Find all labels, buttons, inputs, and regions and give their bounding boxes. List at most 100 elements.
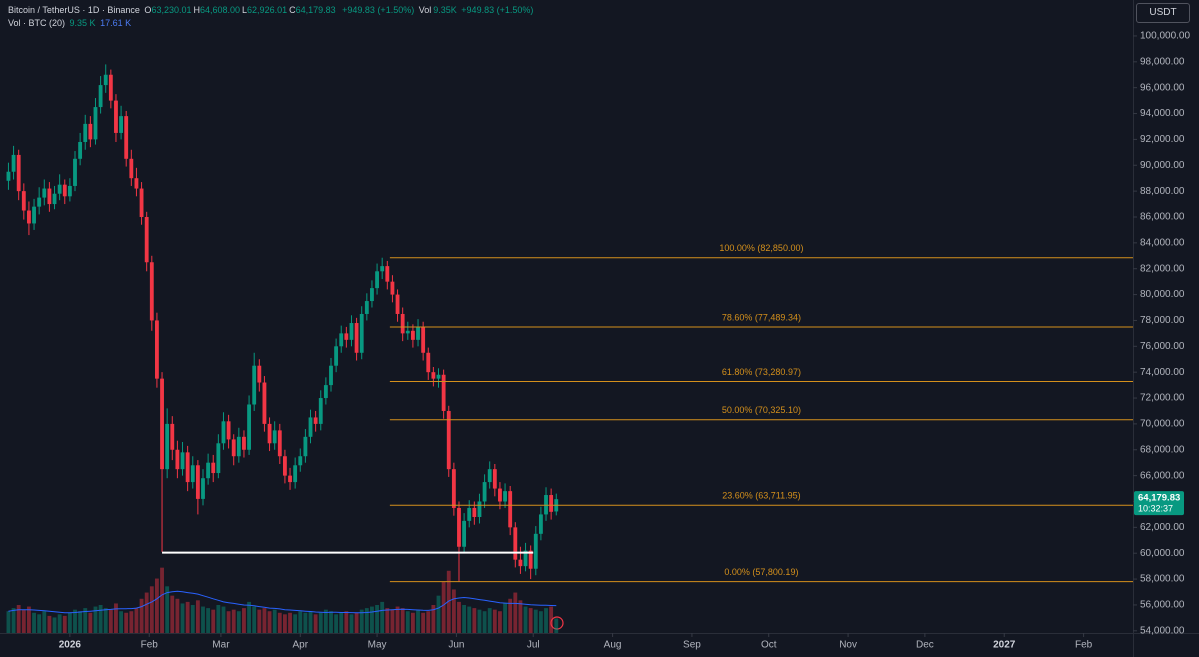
event-icon[interactable] bbox=[550, 616, 564, 630]
candle-body bbox=[503, 491, 507, 502]
ohlc-value: 62,926.01 bbox=[247, 5, 288, 15]
candle-body bbox=[73, 158, 77, 186]
candle-body bbox=[472, 507, 477, 518]
candle-body bbox=[144, 216, 149, 263]
volume-bar bbox=[103, 608, 108, 633]
x-tick-label: May bbox=[368, 640, 387, 651]
volume-bar bbox=[370, 606, 374, 633]
volume-ma-line bbox=[8, 590, 557, 614]
candle-body bbox=[462, 520, 467, 547]
x-tick-label: Nov bbox=[839, 640, 857, 651]
candle-body bbox=[257, 365, 262, 383]
volume-bar bbox=[160, 567, 164, 633]
volume-bar bbox=[528, 608, 533, 633]
volume-bar bbox=[62, 615, 67, 633]
x-tick-label: Jun bbox=[448, 640, 464, 651]
volume-bar bbox=[323, 609, 328, 633]
volume-bar bbox=[472, 608, 477, 633]
volume-bar bbox=[426, 611, 431, 633]
candle-body bbox=[16, 154, 21, 192]
candle-body bbox=[52, 193, 57, 205]
volume-bar bbox=[16, 605, 21, 633]
candle-body bbox=[421, 326, 426, 353]
candle-body bbox=[344, 333, 349, 340]
volume-bar bbox=[180, 603, 185, 633]
candle-body bbox=[359, 313, 364, 353]
volume-bar bbox=[538, 611, 543, 633]
candle-body bbox=[426, 352, 431, 373]
y-tick-label: 90,000.00 bbox=[1140, 160, 1185, 171]
volume-bar bbox=[236, 611, 241, 633]
candle-body bbox=[247, 404, 251, 450]
price-tag bbox=[1134, 491, 1184, 516]
candle-body bbox=[467, 507, 472, 521]
volume-bar bbox=[27, 606, 31, 633]
candle-body bbox=[170, 423, 175, 450]
ohlc-value: 64,608.00 bbox=[199, 5, 241, 15]
volume-bar bbox=[344, 611, 349, 633]
candle-body bbox=[293, 465, 298, 483]
volume-bar bbox=[492, 609, 497, 633]
volume-bar bbox=[267, 611, 272, 633]
x-tick-label: 2026 bbox=[59, 640, 82, 651]
volume-bar bbox=[508, 598, 513, 633]
volume-bar bbox=[390, 609, 395, 633]
volume-bar bbox=[201, 606, 205, 633]
x-tick-label: Feb bbox=[141, 640, 159, 651]
candle-body bbox=[390, 281, 395, 295]
candle-body bbox=[129, 158, 134, 179]
candle-body bbox=[149, 262, 154, 321]
volume-bar bbox=[134, 608, 139, 633]
candle-body bbox=[288, 475, 292, 483]
volume-bar bbox=[288, 612, 292, 633]
volume-bar bbox=[457, 601, 461, 633]
volume-bar bbox=[242, 608, 246, 633]
candle-body bbox=[165, 423, 170, 470]
candle-body bbox=[549, 495, 554, 512]
y-tick-label: 86,000.00 bbox=[1140, 212, 1185, 223]
volume-bar bbox=[380, 601, 385, 633]
candle-body bbox=[262, 382, 267, 424]
volume-layer bbox=[6, 567, 559, 633]
volume-bar bbox=[257, 609, 262, 633]
volume-bar bbox=[282, 614, 287, 633]
candle-body bbox=[185, 452, 190, 483]
candle-body bbox=[441, 374, 446, 411]
candle-body bbox=[195, 465, 200, 499]
volume-bar bbox=[487, 608, 492, 633]
y-tick-label: 96,000.00 bbox=[1140, 82, 1185, 93]
ohlc: O63,230.01 H64,608.00 L62,926.01 C64,179.83 bbox=[144, 5, 337, 15]
fib-label: 78.60% (77,489.34) bbox=[722, 312, 801, 322]
candle-body bbox=[370, 288, 374, 302]
currency-button[interactable]: USDT bbox=[1136, 3, 1190, 23]
candle-body bbox=[492, 469, 497, 489]
candle-body bbox=[6, 171, 11, 181]
volume-bar bbox=[410, 612, 415, 633]
candle-body bbox=[139, 188, 144, 217]
candle-body bbox=[354, 323, 359, 353]
y-tick-label: 84,000.00 bbox=[1140, 237, 1185, 248]
volume-bar bbox=[42, 611, 47, 633]
candle-body bbox=[231, 439, 236, 457]
volume-bar bbox=[252, 606, 257, 633]
candle-body bbox=[431, 372, 436, 379]
volume-bar bbox=[421, 612, 426, 633]
volume-bar bbox=[503, 603, 507, 633]
volume-bar bbox=[93, 606, 98, 633]
y-tick-label: 72,000.00 bbox=[1140, 393, 1185, 404]
candle-body bbox=[124, 116, 129, 159]
volume-bar bbox=[359, 609, 364, 633]
candle-body bbox=[119, 116, 124, 133]
volume-bar bbox=[139, 598, 144, 633]
candle-body bbox=[134, 178, 139, 189]
volume-bar bbox=[37, 614, 42, 633]
candle-body bbox=[323, 385, 328, 399]
price-tag-countdown: 10:32:37 bbox=[1138, 504, 1173, 514]
volume-bar bbox=[83, 608, 88, 633]
candle-body bbox=[103, 74, 108, 86]
volume-bar bbox=[436, 595, 441, 633]
candle-body bbox=[523, 550, 528, 567]
candle-body bbox=[93, 107, 98, 140]
volume-bar bbox=[226, 611, 231, 633]
